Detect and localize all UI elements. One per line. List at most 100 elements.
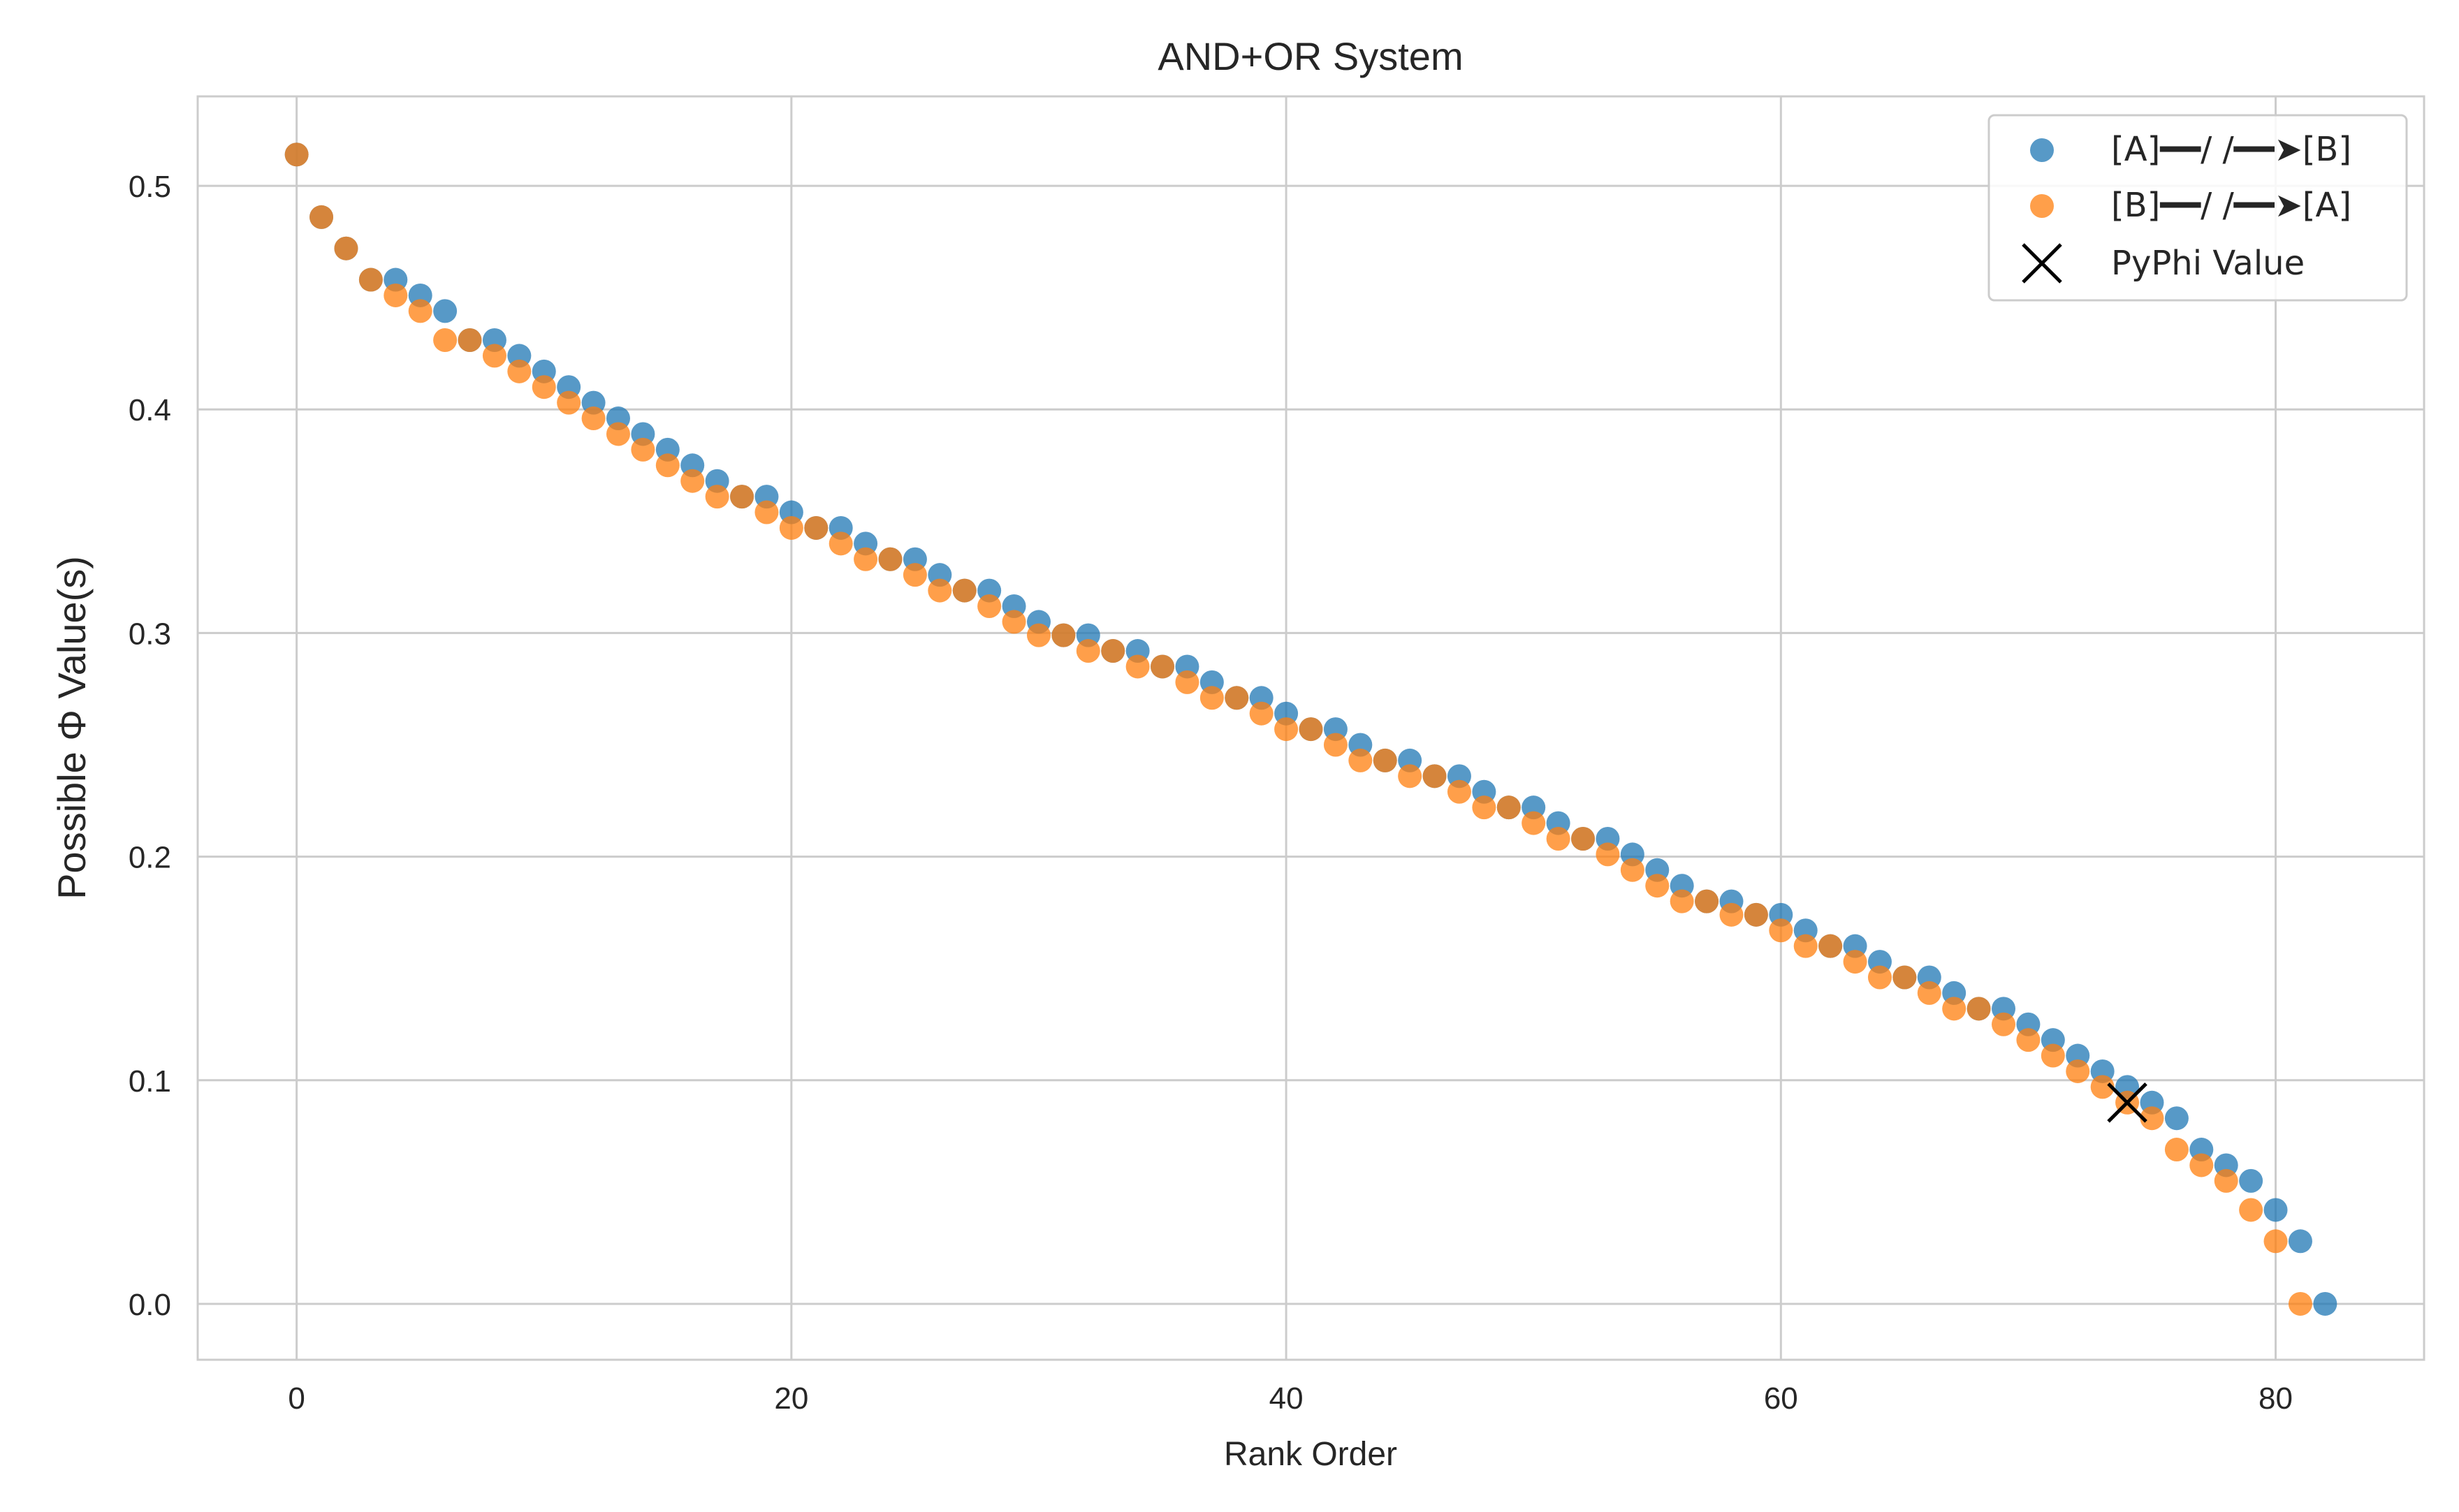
- data-point: [1522, 811, 1546, 835]
- data-point: [2164, 1138, 2189, 1162]
- data-point: [2066, 1059, 2090, 1083]
- data-point: [408, 299, 432, 323]
- chart-title: AND+OR System: [1158, 34, 1463, 78]
- data-point: [532, 375, 556, 399]
- y-tick-label: 0.0: [129, 1288, 171, 1322]
- data-point: [1843, 950, 1867, 974]
- legend-marker-pyphi: [2022, 243, 2062, 284]
- y-tick-label: 0.5: [129, 170, 171, 204]
- data-point: [1051, 623, 1076, 647]
- data-point: [358, 267, 383, 292]
- data-point: [334, 236, 358, 260]
- x-tick-label: 60: [1764, 1381, 1798, 1416]
- series-2-points: [284, 142, 2312, 1316]
- y-tick-label: 0.1: [129, 1064, 171, 1099]
- legend-marker-series-2: [2030, 194, 2054, 218]
- data-point: [2288, 1291, 2312, 1316]
- data-point: [1496, 795, 1521, 820]
- data-point: [829, 531, 853, 556]
- data-point: [2263, 1198, 2288, 1222]
- data-point: [903, 563, 927, 587]
- data-point: [754, 500, 779, 524]
- data-point: [309, 205, 334, 229]
- data-point: [1992, 1012, 2016, 1036]
- data-point: [1645, 874, 1670, 898]
- y-axis-label: Possible Φ Value(s): [50, 556, 94, 900]
- data-point: [581, 406, 606, 431]
- data-point: [1274, 717, 1299, 742]
- data-point: [1596, 842, 1620, 867]
- data-point: [1447, 779, 1471, 804]
- pyphi-value-marker: [2107, 1082, 2147, 1123]
- data-point: [1793, 934, 1818, 958]
- axis-ticks: 0 20 40 60 80 0.0 0.1 0.2 0.3 0.4 0.5: [129, 170, 2293, 1416]
- legend-label-pyphi: PyPhi Value: [2111, 244, 2305, 283]
- data-point: [1225, 686, 1249, 710]
- data-point: [804, 515, 829, 540]
- data-point: [2214, 1168, 2238, 1193]
- data-point: [1422, 764, 1447, 788]
- data-point: [284, 142, 309, 167]
- data-point: [507, 359, 532, 383]
- data-point: [705, 485, 729, 509]
- data-point: [1620, 858, 1644, 882]
- x-tick-label: 0: [288, 1381, 305, 1416]
- data-point: [1199, 686, 1224, 710]
- data-point: [1175, 670, 1199, 694]
- x-tick-label: 40: [1269, 1381, 1304, 1416]
- data-point: [928, 578, 952, 603]
- data-point: [1670, 889, 1694, 913]
- data-point: [1125, 654, 1150, 679]
- data-point: [1818, 934, 1843, 958]
- data-point: [1917, 981, 1941, 1005]
- data-point: [1942, 997, 1967, 1021]
- data-point: [1373, 748, 1397, 772]
- data-point: [779, 515, 803, 540]
- data-point: [557, 390, 581, 415]
- legend-label-series-2: [B]━━/ /━━➤[A]: [2111, 186, 2351, 225]
- data-point: [2016, 1028, 2041, 1052]
- data-point: [1101, 639, 1125, 663]
- data-point: [1546, 826, 1570, 851]
- y-tick-label: 0.2: [129, 841, 171, 875]
- data-point: [458, 328, 482, 352]
- data-point: [2041, 1043, 2065, 1068]
- data-point: [952, 578, 977, 603]
- legend: [A]━━/ /━━➤[B] [B]━━/ /━━➤[A] PyPhi Valu…: [1987, 114, 2408, 302]
- x-tick-label: 80: [2259, 1381, 2293, 1416]
- data-point: [1398, 764, 1422, 788]
- data-point: [482, 344, 506, 368]
- data-point: [1299, 717, 1323, 742]
- data-point: [977, 594, 1002, 619]
- data-point: [1151, 654, 1175, 679]
- y-tick-label: 0.3: [129, 617, 171, 651]
- data-point: [878, 547, 903, 571]
- data-point: [1695, 889, 1719, 913]
- data-point: [2263, 1229, 2288, 1254]
- data-point: [1323, 733, 1348, 757]
- data-point: [1867, 965, 1892, 990]
- annotations: [2107, 1082, 2147, 1123]
- data-point: [2140, 1106, 2164, 1131]
- data-point: [2189, 1153, 2214, 1177]
- data-point: [1026, 623, 1051, 647]
- data-point: [2090, 1075, 2115, 1099]
- data-point: [433, 299, 458, 323]
- data-point: [606, 422, 630, 446]
- data-point: [1892, 965, 1917, 990]
- data-point: [1002, 610, 1026, 634]
- data-point: [1348, 748, 1373, 772]
- pyphi-marker-stroke: [2107, 1082, 2147, 1123]
- data-point: [2239, 1168, 2263, 1193]
- data-point: [433, 328, 458, 352]
- data-point: [384, 283, 408, 307]
- data-point: [680, 469, 705, 493]
- data-point: [730, 485, 754, 509]
- data-point: [1472, 795, 1496, 820]
- data-point: [1744, 902, 1768, 927]
- data-point: [2288, 1229, 2312, 1254]
- data-point: [655, 453, 680, 478]
- legend-box: [1987, 114, 2408, 302]
- data-series: [284, 142, 2337, 1316]
